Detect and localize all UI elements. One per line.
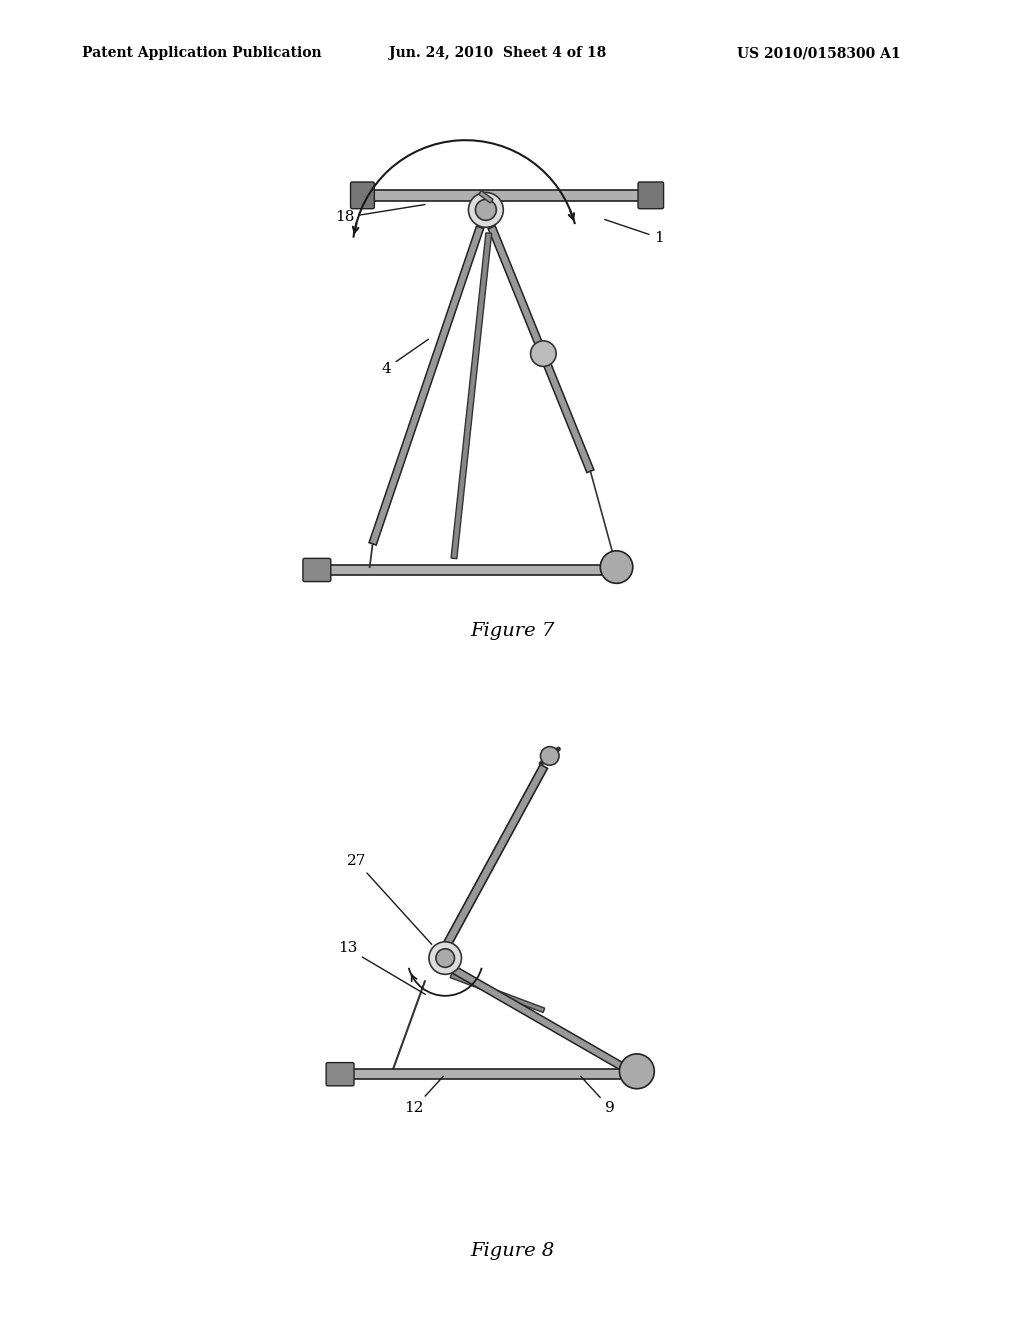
Text: Figure 7: Figure 7 [470,622,554,640]
Polygon shape [451,973,545,1012]
FancyBboxPatch shape [350,182,375,209]
Polygon shape [488,226,594,473]
Text: 13: 13 [338,941,425,994]
Circle shape [530,341,556,367]
FancyBboxPatch shape [326,1063,354,1086]
Circle shape [541,747,559,766]
Polygon shape [478,190,494,203]
Polygon shape [433,764,548,966]
Polygon shape [329,565,613,576]
Text: 1: 1 [604,219,664,244]
Text: 12: 12 [404,1076,443,1115]
Circle shape [436,949,455,968]
Circle shape [600,550,633,583]
Text: 27: 27 [346,854,432,944]
Text: 4: 4 [381,339,428,375]
Text: Patent Application Publication: Patent Application Publication [82,46,322,61]
Circle shape [429,941,462,974]
Circle shape [620,1053,654,1089]
Circle shape [475,199,497,220]
FancyBboxPatch shape [303,558,331,582]
Circle shape [468,193,503,227]
Text: 18: 18 [335,205,425,224]
FancyBboxPatch shape [638,182,664,209]
Polygon shape [373,190,640,201]
Polygon shape [352,1069,634,1080]
Text: 9: 9 [581,1076,614,1115]
Polygon shape [452,966,627,1072]
Text: US 2010/0158300 A1: US 2010/0158300 A1 [737,46,901,61]
Polygon shape [369,226,483,545]
Text: Jun. 24, 2010  Sheet 4 of 18: Jun. 24, 2010 Sheet 4 of 18 [389,46,606,61]
Polygon shape [451,232,492,558]
Text: Figure 8: Figure 8 [470,1242,554,1261]
